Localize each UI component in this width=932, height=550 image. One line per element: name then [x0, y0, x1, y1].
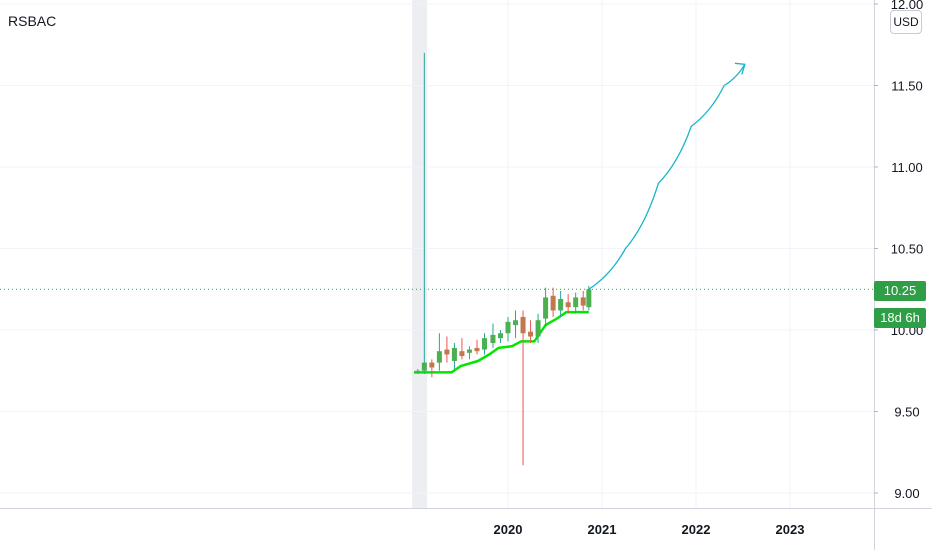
candle-body: [436, 351, 442, 363]
time-tick-label: 2021: [588, 522, 617, 537]
candle-body: [586, 289, 592, 308]
candle-body: [490, 334, 496, 344]
time-tick-label: 2023: [776, 522, 805, 537]
candle-body: [505, 321, 511, 334]
price-tick-label: 11.50: [891, 79, 923, 94]
time-tick-label: 2022: [682, 522, 711, 537]
candle-body: [580, 297, 586, 306]
candle-body: [474, 347, 480, 352]
projection-arrow[interactable]: [588, 62, 746, 290]
last-price-tag: 10.25: [874, 281, 926, 301]
grid-lines: [0, 0, 874, 508]
candle-body: [482, 338, 487, 350]
candle-body: [565, 302, 571, 308]
projection-arrowhead: [734, 62, 746, 75]
candle-body: [466, 349, 472, 353]
symbol-label[interactable]: RSBAC: [8, 13, 57, 29]
candle-body: [558, 299, 564, 311]
candle-body: [451, 347, 457, 361]
price-tick-label: 9.50: [894, 405, 919, 420]
price-tick-label: 12.00: [891, 0, 924, 12]
projection-curve: [588, 63, 746, 290]
candle-body: [513, 320, 519, 326]
candle-body: [444, 349, 450, 355]
price-tick-label: 9.00: [894, 486, 919, 501]
currency-button[interactable]: USD: [890, 10, 922, 34]
candle-body: [573, 297, 579, 308]
candle-body: [550, 295, 556, 311]
ma-line-path: [414, 310, 589, 374]
candle-body: [459, 351, 465, 357]
candle-body: [535, 320, 541, 337]
bar-countdown-tag: 18d 6h: [874, 308, 926, 328]
price-tick-label: 11.00: [891, 160, 923, 175]
candle-body: [520, 316, 526, 334]
candle-body: [415, 370, 421, 373]
candle-body: [421, 362, 427, 371]
session-highlight-band: [412, 0, 428, 508]
candle-body: [429, 362, 435, 368]
candlestick-series: [415, 52, 592, 466]
candle-body: [497, 333, 503, 339]
candle-body: [528, 331, 534, 337]
highlight-band: [412, 0, 428, 508]
price-tick-label: 10.50: [891, 242, 924, 257]
candle-body: [543, 297, 549, 319]
moving-average-line: [414, 310, 589, 374]
time-axis-ticks: 2020 2021 2022 2023: [494, 522, 805, 537]
time-tick-label: 2020: [494, 522, 523, 537]
